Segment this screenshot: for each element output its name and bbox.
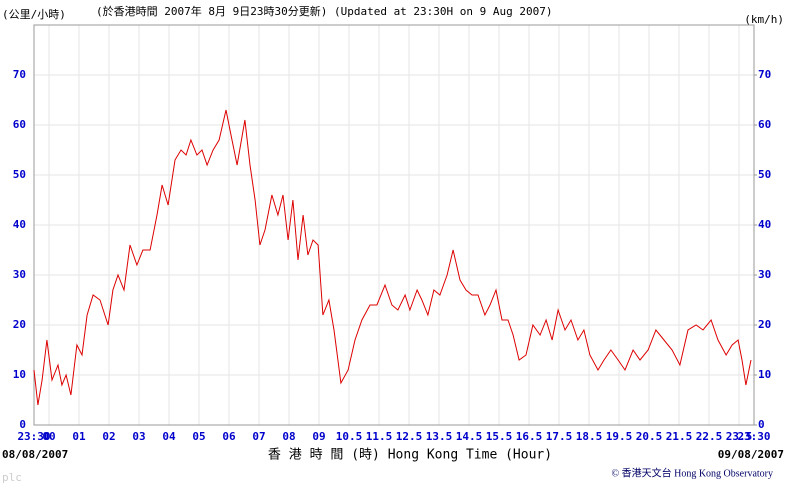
plot-area: [33, 24, 755, 426]
x-tick-label: 17.5: [546, 430, 573, 443]
x-tick-label: 01: [72, 430, 86, 443]
x-tick-label: 09: [312, 430, 325, 443]
y-tick-label: 50: [13, 168, 26, 181]
x-tick-label: 19.5: [606, 430, 633, 443]
y2-axis-label: (km/h): [744, 13, 784, 26]
x-tick-label: 14.5: [456, 430, 483, 443]
y-tick-label: 40: [13, 218, 26, 231]
x-tick-label: 11.5: [366, 430, 393, 443]
y-axis-label: (公里/小時): [2, 8, 66, 21]
x-tick-label: 06: [222, 430, 236, 443]
y-tick-label: 30: [13, 268, 26, 281]
x-tick-label: 03: [132, 430, 145, 443]
x-tick-label: 13.5: [426, 430, 453, 443]
x-tick-label: 20.5: [636, 430, 663, 443]
y-tick-label: 70: [13, 68, 26, 81]
x-tick-label: 10.5: [336, 430, 363, 443]
x-tick-label: 18.5: [576, 430, 603, 443]
x-tick-label: 23.5: [726, 430, 753, 443]
y2-tick-label: 0: [758, 418, 765, 431]
line-series: [33, 109, 752, 406]
x-tick-label: 22.5: [696, 430, 723, 443]
x-tick-label: 07: [252, 430, 265, 443]
y-tick-label: 10: [13, 368, 26, 381]
x-tick-label: 05: [192, 430, 205, 443]
y2-tick-label: 30: [758, 268, 771, 281]
footer: plc: [2, 471, 22, 483]
x-tick-label: 00: [42, 430, 55, 443]
y2-tick-label: 50: [758, 168, 771, 181]
y-tick-label: 60: [13, 118, 26, 131]
start-date: 08/08/2007: [2, 448, 68, 461]
x-tick-label: 04: [162, 430, 176, 443]
x-tick-label: 23:30: [737, 430, 770, 443]
x-tick-label: 15.5: [486, 430, 513, 443]
y2-tick-label: 70: [758, 68, 771, 81]
x-axis-label: 香 港 時 間 (時) Hong Kong Time (Hour): [268, 448, 552, 463]
y-tick-label: 20: [13, 318, 26, 331]
x-tick-label: 21.5: [666, 430, 693, 443]
x-tick-label: 12.5: [396, 430, 423, 443]
x-tick-label: 08: [282, 430, 295, 443]
end-date: 09/08/2007: [718, 448, 784, 461]
x-tick-label: 16.5: [516, 430, 543, 443]
credit: © 香港天文台 Hong Kong Observatory: [612, 466, 773, 479]
x-tick-label: 23:30: [17, 430, 50, 443]
x-tick-label: 02: [102, 430, 115, 443]
y2-tick-label: 10: [758, 368, 771, 381]
y2-tick-label: 40: [758, 218, 771, 231]
y2-tick-label: 60: [758, 118, 771, 131]
y-tick-label: 0: [19, 418, 26, 431]
chart-title: (於香港時間 2007年 8月 9日23時30分更新) (Updated at …: [96, 4, 553, 18]
y2-tick-label: 20: [758, 318, 771, 331]
